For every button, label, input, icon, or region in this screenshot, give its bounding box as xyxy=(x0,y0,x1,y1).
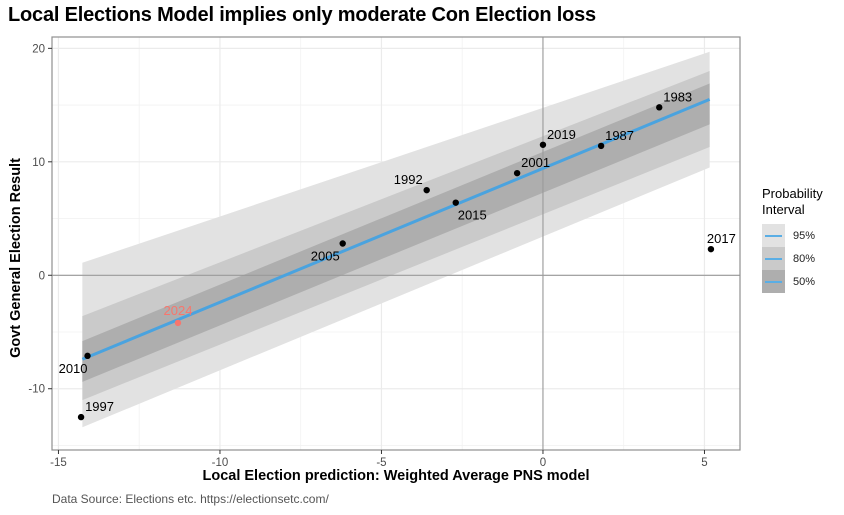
x-axis-label: Local Election prediction: Weighted Aver… xyxy=(202,468,590,484)
legend-item-50: 50% xyxy=(762,270,842,293)
x-tick-label: -10 xyxy=(212,457,229,469)
legend-key-50 xyxy=(762,270,785,293)
point-label-1987: 1987 xyxy=(605,128,634,143)
point-label-1983: 1983 xyxy=(663,89,692,104)
panel-border xyxy=(51,36,741,451)
plot-panel: 1983198719921997200120052010201520172019… xyxy=(28,36,741,469)
legend-key-95 xyxy=(762,224,785,247)
point-label-1992: 1992 xyxy=(394,172,423,187)
point-label-2010: 2010 xyxy=(59,361,88,376)
legend: Probability Interval 95% 80% 50% xyxy=(762,186,842,293)
legend-label-95: 95% xyxy=(793,229,816,242)
legend-title: Probability Interval xyxy=(762,186,823,217)
point-2001 xyxy=(513,169,521,177)
caption: Data Source: Elections etc. https://elec… xyxy=(52,492,329,506)
y-tick-label: 20 xyxy=(32,43,45,55)
point-label-2015: 2015 xyxy=(458,208,487,223)
point-label-2024: 2024 xyxy=(164,303,193,318)
legend-item-95: 95% xyxy=(762,224,842,247)
legend-item-80: 80% xyxy=(762,247,842,270)
point-1997 xyxy=(77,413,85,421)
x-tick-label: 0 xyxy=(540,457,546,469)
interval-band-50 xyxy=(82,83,710,382)
legend-key-80 xyxy=(762,247,785,270)
x-tick-label: -5 xyxy=(376,457,386,469)
y-axis-label: Govt General Election Result xyxy=(8,158,24,358)
point-1987 xyxy=(597,142,605,150)
x-tick-label: 5 xyxy=(701,457,707,469)
point-label-1997: 1997 xyxy=(85,399,114,414)
point-1992 xyxy=(423,186,430,194)
point-2019 xyxy=(539,141,547,148)
y-tick-label: -10 xyxy=(28,384,45,396)
y-tick-label: 0 xyxy=(39,270,45,282)
point-label-2017: 2017 xyxy=(707,231,736,246)
point-label-2001: 2001 xyxy=(521,155,550,170)
fit-line xyxy=(81,98,711,361)
chart-title: Local Elections Model implies only moder… xyxy=(8,4,596,26)
point-2024 xyxy=(174,319,182,327)
point-2017 xyxy=(707,245,715,253)
point-1983 xyxy=(656,104,663,111)
legend-label-80: 80% xyxy=(793,252,816,265)
y-tick-label: 10 xyxy=(32,157,45,169)
legend-label-50: 50% xyxy=(793,275,816,288)
point-2010 xyxy=(84,352,91,360)
point-2005 xyxy=(339,240,346,247)
point-label-2019: 2019 xyxy=(547,127,576,142)
point-2015 xyxy=(452,199,459,206)
x-tick-label: -15 xyxy=(50,457,67,469)
point-label-2005: 2005 xyxy=(311,249,340,264)
